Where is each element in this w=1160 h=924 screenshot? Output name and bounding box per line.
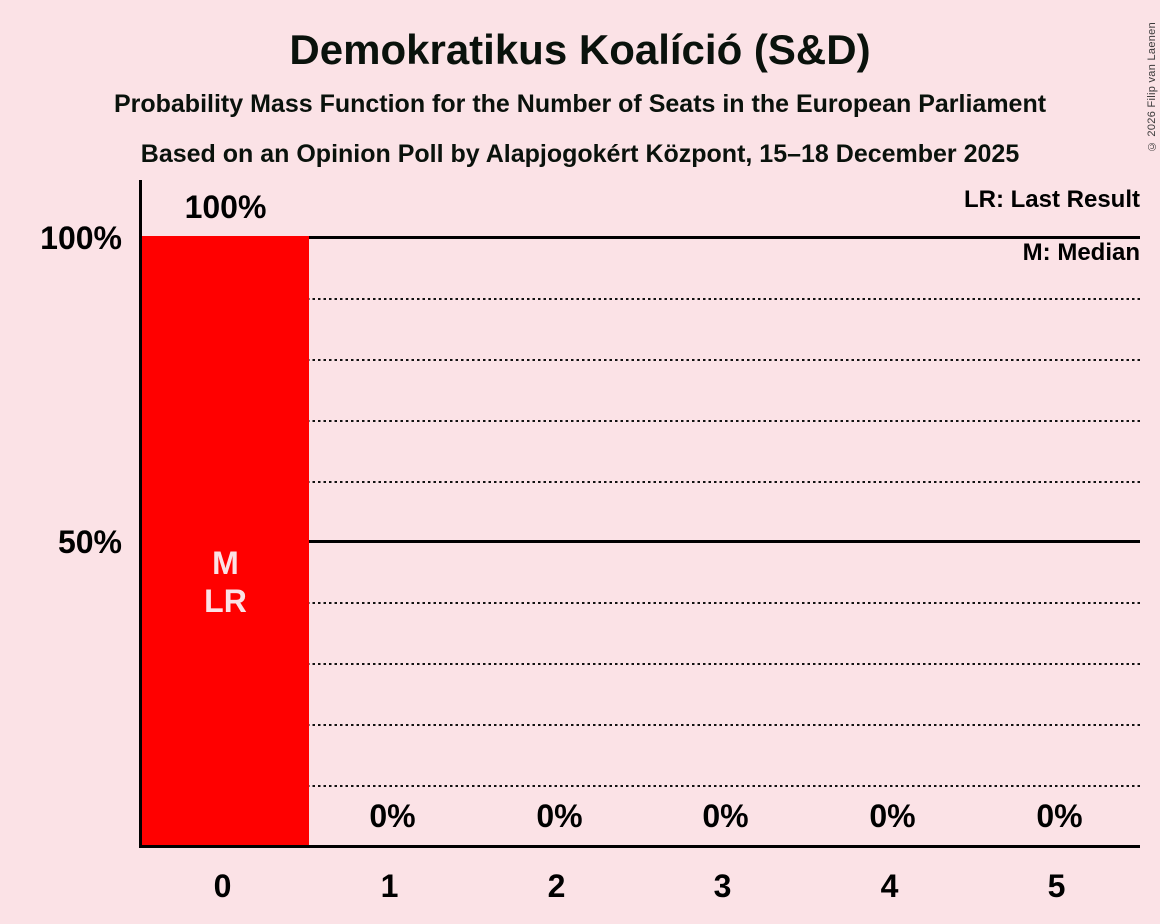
legend-last-result-label: LR: Last Result	[963, 186, 1140, 213]
bar-value-label-seat-0: 100%	[184, 189, 267, 225]
x-axis-tick-0: 0	[213, 868, 232, 904]
gridline-20pct	[142, 724, 1140, 726]
gridline-100pct	[142, 236, 1140, 239]
bar-value-label-seat-2: 0%	[536, 798, 583, 834]
bar-seat-0: M LR	[142, 236, 309, 845]
bar-value-label-seat-5: 0%	[1036, 798, 1083, 834]
gridline-30pct	[142, 663, 1140, 665]
bar-value-label-seat-4: 0%	[869, 798, 916, 834]
gridline-90pct	[142, 298, 1140, 300]
copyright-notice: © 2026 Filip van Laenen	[1146, 22, 1158, 153]
gridline-10pct	[142, 785, 1140, 787]
gridline-40pct	[142, 602, 1140, 604]
x-axis-tick-2: 2	[547, 868, 566, 904]
bar-median-lastresult-annotation: M LR	[142, 544, 309, 620]
median-marker-label: M	[212, 545, 239, 581]
x-axis-tick-5: 5	[1047, 868, 1066, 904]
bar-value-label-seat-1: 0%	[369, 798, 416, 834]
x-axis-tick-4: 4	[880, 868, 899, 904]
gridline-70pct	[142, 420, 1140, 422]
gridline-80pct	[142, 359, 1140, 361]
y-axis-tick-50: 50%	[57, 524, 122, 560]
bar-value-label-seat-3: 0%	[702, 798, 749, 834]
x-axis-tick-3: 3	[713, 868, 732, 904]
poll-source-subtitle: Based on an Opinion Poll by Alapjogokért…	[140, 140, 1020, 168]
gridline-50pct	[142, 540, 1140, 543]
last-result-marker-label: LR	[204, 583, 247, 619]
chart-title: Demokratikus Koalíció (S&D)	[289, 26, 871, 73]
x-axis-tick-1: 1	[380, 868, 399, 904]
gridline-60pct	[142, 481, 1140, 483]
chart-subtitle: Probability Mass Function for the Number…	[113, 90, 1047, 118]
plot-area: M LR 100% 0% 0% 0% 0% 0%	[139, 180, 1140, 848]
y-axis-tick-100: 100%	[40, 220, 122, 256]
legend-median-label: M: Median	[1022, 239, 1140, 266]
